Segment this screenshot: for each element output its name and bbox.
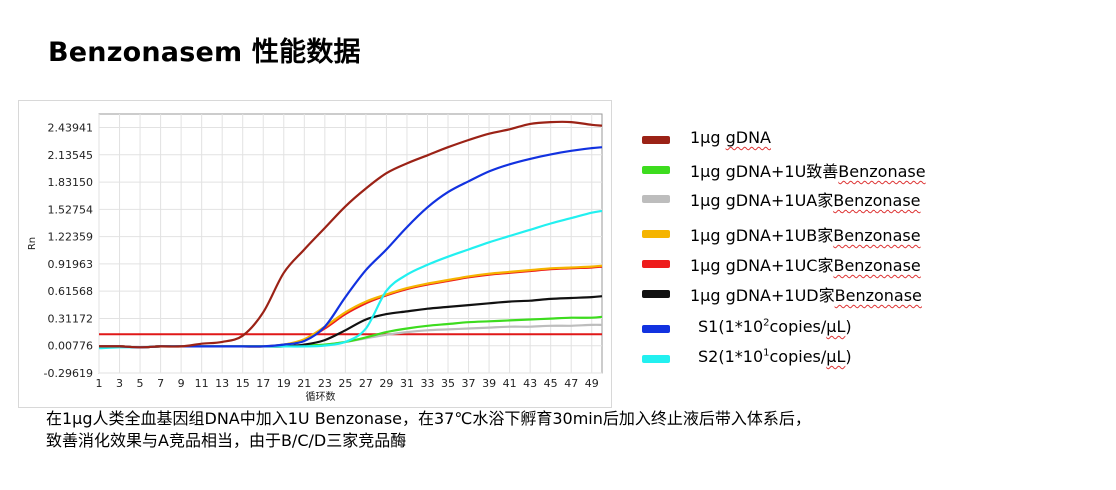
- legend-item-4: 1μg gDNA+1UB家Benzonase: [642, 222, 1002, 245]
- x-tick-label: 17: [256, 377, 270, 390]
- legend-label: 1μg gDNA+1UB家Benzonase: [690, 226, 921, 245]
- caption-line-2: 致善消化效果与A竞品相当，由于B/C/D三家竞品酶: [46, 431, 407, 450]
- legend-item-2: 1μg gDNA+1U致善Benzonase: [642, 158, 1002, 181]
- caption: 在1μg人类全血基因组DNA中加入1U Benzonase，在37℃水浴下孵育3…: [46, 408, 1086, 452]
- x-axis-label: 循环数: [306, 390, 336, 403]
- x-tick-label: 21: [297, 377, 311, 390]
- legend-swatch: [642, 136, 670, 144]
- x-tick-label: 41: [503, 377, 517, 390]
- y-tick-label: 2.43941: [48, 122, 94, 135]
- x-tick-label: 1: [96, 377, 103, 390]
- legend-swatch: [642, 166, 670, 174]
- y-axis-label: Rn: [27, 237, 38, 250]
- legend-label: 1μg gDNA+1UC家Benzonase: [690, 256, 921, 275]
- x-tick-label: 19: [277, 377, 291, 390]
- legend-swatch: [642, 325, 670, 333]
- y-tick-label: 1.52754: [48, 203, 94, 216]
- legend-label: 1μg gDNA+1UD家Benzonase: [690, 286, 922, 305]
- x-tick-label: 7: [157, 377, 164, 390]
- x-tick-label: 13: [215, 377, 229, 390]
- x-tick-label: 49: [585, 377, 599, 390]
- legend-item-s1: S1(1*102copies/μL): [642, 317, 1002, 337]
- legend-item-s2: S2(1*101copies/μL): [642, 347, 1002, 367]
- chart-svg: 2.43941 2.13545 1.83150 1.52754 1.22359 0.919…: [27, 113, 603, 403]
- x-tick-label: 15: [236, 377, 250, 390]
- x-tick-label: 11: [195, 377, 209, 390]
- x-tick-label: 39: [482, 377, 496, 390]
- series-line-1: [98, 120, 603, 349]
- y-tick-label: 0.91963: [48, 258, 94, 271]
- legend-label: 1μg gDNA: [690, 128, 771, 147]
- y-tick-label: 1.22359: [48, 231, 94, 244]
- x-tick-label: 23: [318, 377, 332, 390]
- y-tick-label: 1.83150: [48, 176, 94, 189]
- x-tick-label: 9: [178, 377, 185, 390]
- legend-label: S1(1*102copies/μL): [698, 317, 852, 336]
- x-tick-label: 31: [400, 377, 414, 390]
- x-tick-label: 35: [441, 377, 455, 390]
- amplification-chart: 2.43941 2.13545 1.83150 1.52754 1.22359 0.919…: [18, 100, 612, 408]
- legend-label: 1μg gDNA+1U致善Benzonase: [690, 162, 926, 181]
- caption-line-1: 在1μg人类全血基因组DNA中加入1U Benzonase，在37℃水浴下孵育3…: [46, 409, 811, 428]
- legend-swatch: [642, 290, 670, 298]
- legend-swatch: [642, 260, 670, 268]
- legend-label: 1μg gDNA+1UA家Benzonase: [690, 191, 921, 210]
- legend-swatch: [642, 230, 670, 238]
- legend-label: S2(1*101copies/μL): [698, 347, 852, 366]
- y-tick-label: -0.29619: [44, 367, 93, 380]
- x-tick-label: 5: [137, 377, 144, 390]
- y-tick-label: 0.00776: [48, 340, 94, 353]
- plot-area: [98, 113, 603, 374]
- y-tick-label: 2.13545: [48, 149, 94, 162]
- x-tick-label: 33: [420, 377, 434, 390]
- legend-item-3: 1μg gDNA+1UA家Benzonase: [642, 187, 1002, 210]
- x-tick-label: 37: [462, 377, 476, 390]
- x-tick-label: 45: [544, 377, 558, 390]
- x-tick-label: 47: [564, 377, 578, 390]
- y-tick-label: 0.31172: [48, 312, 94, 325]
- legend-swatch: [642, 195, 670, 203]
- legend-item-5: 1μg gDNA+1UC家Benzonase: [642, 252, 1002, 275]
- legend-item-6: 1μg gDNA+1UD家Benzonase: [642, 282, 1002, 305]
- x-tick-label: 43: [523, 377, 537, 390]
- page-title: Benzonasem 性能数据: [48, 37, 361, 68]
- x-tick-label: 3: [116, 377, 123, 390]
- x-tick-label: 29: [379, 377, 393, 390]
- x-tick-label: 25: [338, 377, 352, 390]
- y-tick-label: 0.61568: [48, 285, 94, 298]
- x-tick-label: 27: [359, 377, 373, 390]
- legend-swatch: [642, 355, 670, 363]
- legend-item-1: 1μg gDNA: [642, 128, 1002, 148]
